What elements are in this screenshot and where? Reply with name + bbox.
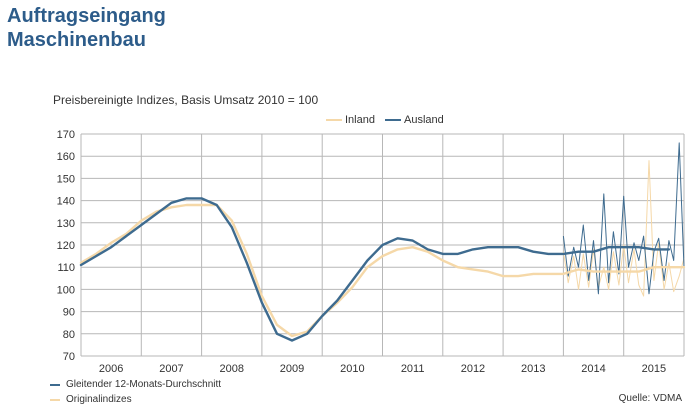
x-tick-label-2014: 2014 [581, 363, 605, 375]
y-tick-label-160: 160 [57, 151, 75, 163]
legend-swatch-ausland [384, 119, 401, 121]
y-tick-label-70: 70 [63, 351, 75, 363]
chart-subtitle: Preisbereinigte Indizes, Basis Umsatz 20… [53, 93, 319, 107]
y-tick-label-90: 90 [63, 307, 75, 319]
x-tick-label-2011: 2011 [401, 363, 425, 375]
x-tick-label-2015: 2015 [642, 363, 666, 375]
series-avg-ausland-line [79, 197, 671, 342]
title-line-2: Maschinenbau [7, 29, 146, 51]
legend-swatch-inland [326, 119, 342, 121]
y-tick-label-100: 100 [57, 284, 75, 296]
legend-label-ausland: Ausland [403, 114, 444, 126]
chart-legend: Inland Ausland [326, 114, 444, 126]
source-note: Quelle: VDMA [618, 393, 682, 404]
y-tick-label-120: 120 [57, 240, 75, 252]
x-tick-label-2006: 2006 [99, 363, 123, 375]
series-avg-inland-line [79, 203, 686, 338]
y-tick-label-110: 110 [57, 262, 75, 274]
y-tick-label-130: 130 [57, 218, 75, 230]
title-line-1: Auftragseingang [7, 5, 166, 27]
moving-avg-swatch [50, 383, 60, 386]
x-tick-label-2012: 2012 [461, 363, 485, 375]
footer-item-moving-avg: Gleitender 12-Monats-Durchschnitt [50, 377, 221, 392]
series-original-inland-line [562, 160, 685, 297]
chart-title: Auftragseingang Maschinenbau [7, 4, 166, 52]
x-tick-label-2009: 2009 [280, 363, 304, 375]
original-swatch [50, 398, 60, 401]
legend-item-inland: Inland [326, 114, 375, 126]
footer-legend: Gleitender 12-Monats-Durchschnitt Origin… [50, 377, 221, 407]
x-tick-label-2013: 2013 [521, 363, 545, 375]
legend-label-inland: Inland [345, 114, 375, 126]
y-tick-label-170: 170 [57, 129, 75, 141]
y-tick-label-80: 80 [63, 329, 75, 341]
footer-item-original: Originalindizes [50, 392, 221, 407]
series-original-ausland-line [562, 142, 685, 295]
footer-label-original: Originalindizes [66, 394, 132, 405]
footer-label-moving-avg: Gleitender 12-Monats-Durchschnitt [66, 379, 222, 390]
y-tick-label-150: 150 [57, 173, 75, 185]
x-tick-label-2010: 2010 [340, 363, 364, 375]
x-tick-label-2008: 2008 [220, 363, 244, 375]
y-tick-label-140: 140 [57, 196, 75, 208]
legend-item-ausland: Ausland [384, 114, 444, 126]
x-tick-label-2007: 2007 [159, 363, 183, 375]
